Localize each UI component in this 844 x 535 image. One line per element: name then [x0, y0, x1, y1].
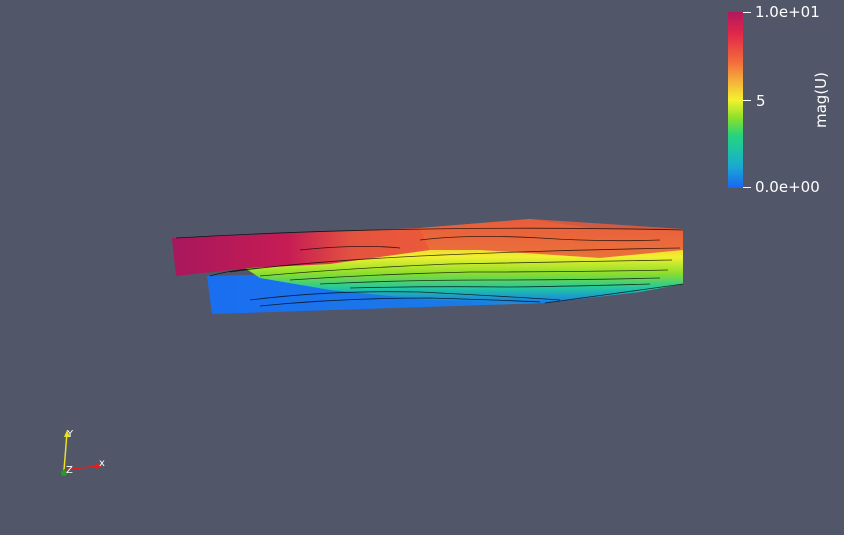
colorbar-tick-min	[743, 187, 751, 188]
z-axis-label: Z	[66, 465, 73, 476]
y-axis-arrow	[64, 430, 70, 437]
x-axis-line	[63, 465, 99, 471]
x-axis-arrow	[95, 463, 102, 469]
z-axis-point	[61, 470, 67, 476]
y-axis-line	[63, 432, 68, 471]
orientation-axes: Y x Z	[61, 429, 105, 476]
upper-domain-region	[172, 228, 430, 276]
y-axis-label: Y	[66, 429, 74, 440]
colorbar-tick-mid	[743, 100, 751, 101]
colorbar-min-label: 0.0e+00	[755, 178, 820, 196]
x-axis-label: x	[99, 458, 105, 469]
colorbar-max-label: 1.0e+01	[755, 3, 820, 21]
colorbar-mid-label: 5	[756, 92, 766, 110]
colorbar-gradient	[728, 12, 743, 188]
colorbar-title: mag(U)	[812, 71, 830, 128]
colorbar-tick-max	[743, 12, 751, 13]
streamlines	[175, 227, 684, 307]
